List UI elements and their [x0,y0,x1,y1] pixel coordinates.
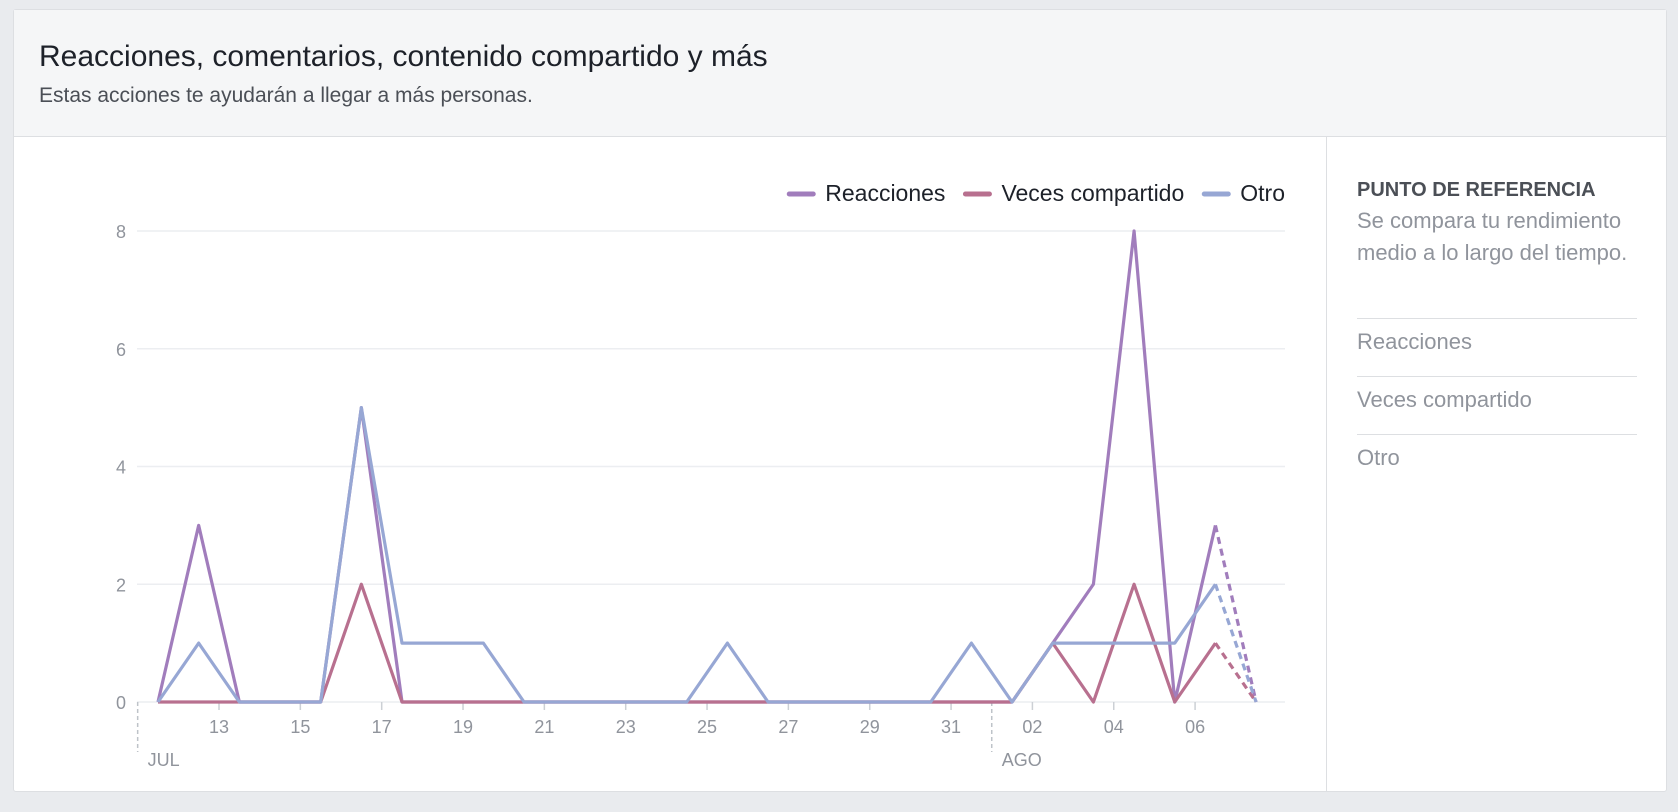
y-tick-label: 2 [116,575,126,595]
legend-label: Veces compartido [1001,180,1184,206]
benchmark-item[interactable]: Veces compartido [1357,376,1637,413]
sidebar: PUNTO DE REFERENCIA Se compara tu rendim… [1326,137,1667,791]
x-tick-label: 21 [534,717,554,737]
benchmark-item[interactable]: Otro [1357,434,1637,471]
sidebar-description: Se compara tu rendimiento medio a lo lar… [1357,208,1628,265]
y-tick-label: 6 [116,340,126,360]
x-tick-label: 02 [1022,717,1042,737]
y-tick-label: 0 [116,693,126,713]
month-label: JUL [148,750,180,770]
y-tick-label: 4 [116,458,126,478]
sidebar-title: PUNTO DE REFERENCIA [1357,179,1596,201]
x-tick-label: 13 [209,717,229,737]
benchmark-item[interactable]: Reacciones [1357,318,1637,355]
y-tick-label: 8 [116,222,126,242]
x-tick-label: 25 [697,717,717,737]
x-tick-label: 29 [860,717,880,737]
x-tick-label: 15 [290,717,310,737]
x-tick-label: 04 [1104,717,1124,737]
series-line [1213,525,1258,703]
x-tick-label: 23 [616,717,636,737]
title: Reacciones, comentarios, contenido compa… [39,40,768,73]
header: Reacciones, comentarios, contenido compa… [14,10,1666,137]
x-tick-label: 31 [941,717,961,737]
legend-label: Otro [1240,180,1285,206]
x-tick-label: 06 [1185,717,1205,737]
series-line [1213,583,1258,703]
x-tick-label: 17 [372,717,392,737]
subtitle: Estas acciones te ayudarán a llegar a má… [39,84,533,107]
card: Reacciones, comentarios, contenido compa… [13,9,1667,792]
x-tick-label: 19 [453,717,473,737]
series-line [1214,642,1258,703]
series-line [156,406,1217,704]
x-tick-label: 27 [778,717,798,737]
month-label: AGO [1002,750,1042,770]
legend-label: Reacciones [825,180,945,206]
